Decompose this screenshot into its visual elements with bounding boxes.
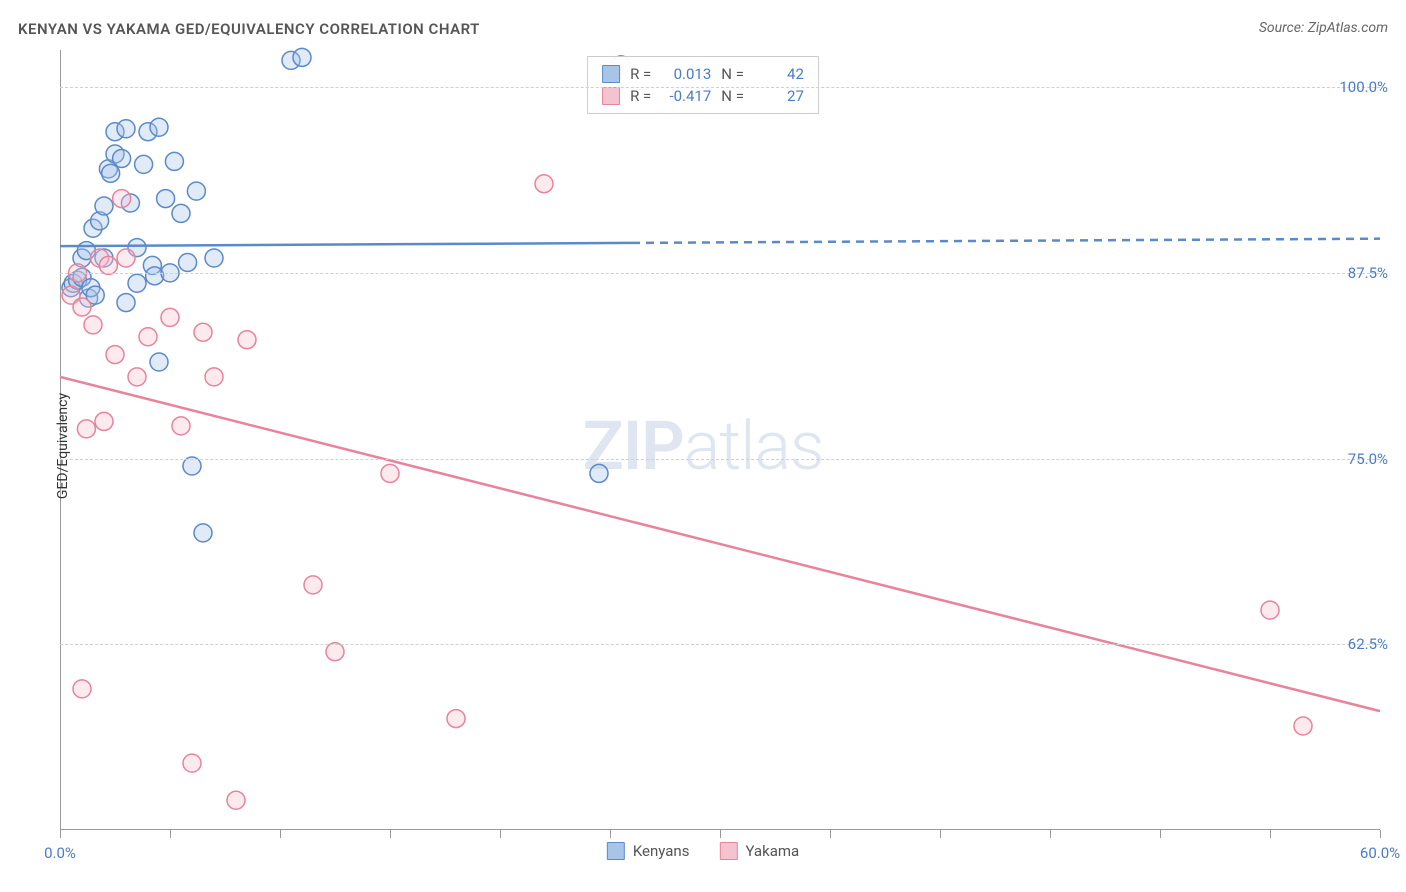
- xtick: [720, 830, 721, 838]
- data-point: [172, 417, 190, 435]
- data-point: [179, 253, 197, 271]
- data-point: [95, 197, 113, 215]
- data-point: [183, 457, 201, 475]
- legend-label: Yakama: [745, 842, 799, 860]
- data-point: [135, 155, 153, 173]
- data-point: [447, 710, 465, 728]
- xtick: [60, 830, 61, 838]
- gridline-h: [60, 459, 1380, 460]
- xtick: [390, 830, 391, 838]
- data-point: [205, 368, 223, 386]
- xtick: [170, 830, 171, 838]
- scatter-plot-svg: [60, 50, 1380, 830]
- legend-item: Yakama: [719, 842, 799, 860]
- legend-label: Kenyans: [633, 842, 690, 860]
- data-point: [117, 294, 135, 312]
- data-point: [381, 464, 399, 482]
- data-point: [106, 346, 124, 364]
- data-point: [128, 274, 146, 292]
- data-point: [113, 190, 131, 208]
- data-point: [1261, 601, 1279, 619]
- ytick-label: 100.0%: [1339, 78, 1388, 96]
- data-point: [117, 120, 135, 138]
- data-point: [194, 323, 212, 341]
- gridline-h: [60, 644, 1380, 645]
- chart-container: KENYAN VS YAKAMA GED/EQUIVALENCY CORRELA…: [0, 0, 1406, 892]
- xtick-label-max: 60.0%: [1360, 844, 1400, 862]
- trend-line-dashed: [632, 239, 1380, 243]
- data-point: [293, 48, 311, 66]
- data-point: [157, 190, 175, 208]
- data-point: [102, 164, 120, 182]
- data-point: [1294, 717, 1312, 735]
- source-attribution: Source: ZipAtlas.com: [1259, 20, 1388, 36]
- data-point: [128, 368, 146, 386]
- n-label: N =: [721, 65, 744, 83]
- data-point: [238, 331, 256, 349]
- xtick: [830, 830, 831, 838]
- data-point: [535, 175, 553, 193]
- data-point: [194, 524, 212, 542]
- chart-title: KENYAN VS YAKAMA GED/EQUIVALENCY CORRELA…: [18, 20, 480, 38]
- ytick-label: 62.5%: [1348, 635, 1388, 653]
- n-value: 42: [754, 65, 804, 83]
- xtick: [940, 830, 941, 838]
- data-point: [590, 464, 608, 482]
- data-point: [165, 152, 183, 170]
- legend-item: Kenyans: [607, 842, 690, 860]
- r-value: 0.013: [661, 65, 711, 83]
- xtick: [610, 830, 611, 838]
- data-point: [150, 118, 168, 136]
- xtick-label-min: 0.0%: [44, 844, 76, 862]
- data-point: [99, 256, 117, 274]
- data-point: [326, 643, 344, 661]
- gridline-h: [60, 87, 1380, 88]
- data-point: [139, 328, 157, 346]
- ytick-label: 87.5%: [1348, 264, 1388, 282]
- trend-line-solid: [60, 377, 1380, 711]
- xtick: [1380, 830, 1381, 838]
- legend-stats-row: R = -0.417 N = 27: [602, 85, 804, 107]
- correlation-legend: R = 0.013 N = 42 R = -0.417 N = 27: [587, 56, 819, 114]
- data-point: [84, 316, 102, 334]
- data-point: [150, 353, 168, 371]
- legend-stats-row: R = 0.013 N = 42: [602, 63, 804, 85]
- legend-swatch: [602, 87, 620, 105]
- data-point: [183, 754, 201, 772]
- n-label: N =: [721, 87, 744, 105]
- legend-swatch: [719, 842, 737, 860]
- xtick: [1160, 830, 1161, 838]
- data-point: [73, 680, 91, 698]
- legend-swatch: [602, 65, 620, 83]
- data-point: [117, 249, 135, 267]
- series-legend: Kenyans Yakama: [607, 842, 799, 860]
- legend-swatch: [607, 842, 625, 860]
- r-value: -0.417: [661, 87, 711, 105]
- data-point: [113, 149, 131, 167]
- gridline-h: [60, 273, 1380, 274]
- data-point: [161, 308, 179, 326]
- xtick: [1050, 830, 1051, 838]
- r-label: R =: [630, 87, 651, 105]
- data-point: [77, 420, 95, 438]
- ytick-label: 75.0%: [1348, 450, 1388, 468]
- data-point: [172, 204, 190, 222]
- data-point: [304, 576, 322, 594]
- r-label: R =: [630, 65, 651, 83]
- xtick: [280, 830, 281, 838]
- data-point: [187, 182, 205, 200]
- data-point: [205, 249, 223, 267]
- xtick: [500, 830, 501, 838]
- data-point: [227, 791, 245, 809]
- n-value: 27: [754, 87, 804, 105]
- xtick: [1270, 830, 1271, 838]
- data-point: [95, 412, 113, 430]
- trend-line-solid: [60, 243, 632, 246]
- data-point: [73, 298, 91, 316]
